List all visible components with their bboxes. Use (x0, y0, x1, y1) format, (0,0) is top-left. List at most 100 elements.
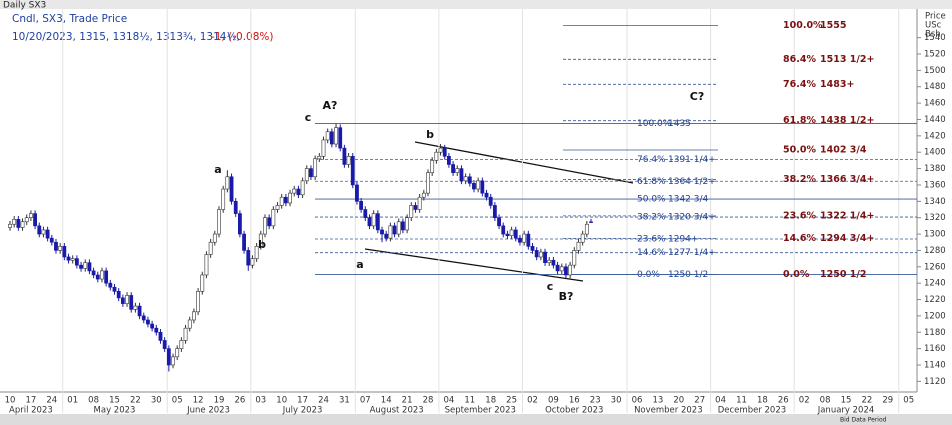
candle-body (54, 241, 58, 251)
x-tick-label: 23 (590, 396, 601, 406)
x-tick-label: 10 (5, 396, 16, 406)
candle-body (49, 237, 54, 243)
fib-price: 1364 1/2+ (668, 177, 716, 187)
candle-body (405, 217, 410, 231)
candle-body (229, 176, 234, 202)
candle-body (120, 297, 125, 304)
x-tick-label: 18 (757, 396, 768, 406)
channel-line (414, 141, 634, 184)
x-tick-label: 19 (214, 396, 225, 406)
candle-body (62, 246, 67, 258)
x-tick-label: 06 (632, 396, 643, 406)
candle-body (267, 217, 272, 227)
fib-price: 1438 1/2+ (820, 115, 874, 126)
candle-body (108, 282, 113, 288)
candle-body (208, 241, 213, 255)
candle-body (24, 217, 29, 223)
y-tick-label: 1140 (924, 360, 946, 370)
candle-body (66, 256, 71, 261)
month-label: October 2023 (545, 406, 603, 416)
candle-body (238, 213, 242, 235)
fib-pct: 0.0% (637, 270, 660, 280)
fib-pct: 50.0% (637, 195, 666, 205)
candle-body (555, 264, 560, 272)
y-tick-label: 1340 (924, 197, 946, 207)
axis-unit: Bsh (925, 30, 941, 40)
candle-body (296, 188, 301, 196)
y-tick-label: 1160 (924, 344, 946, 354)
candle-body (8, 223, 12, 228)
candle-body (225, 176, 230, 190)
channel-line (364, 248, 584, 282)
month-label: May 2023 (94, 406, 136, 416)
y-tick-label: 1320 (924, 213, 946, 223)
fib-pct: 86.4% (783, 54, 816, 65)
candle-body (451, 164, 455, 173)
fib-price: 1342 3/4 (668, 195, 709, 205)
y-tick-label: 1220 (924, 295, 946, 305)
y-tick-label: 1440 (924, 115, 946, 125)
x-tick-label: 02 (799, 396, 810, 406)
candle-body (401, 221, 405, 231)
candle-body (309, 168, 313, 178)
candle-body (526, 233, 531, 247)
candle-body (346, 156, 351, 165)
fib-pct: 76.4% (783, 79, 816, 90)
fib-price: 1391 1/4+ (668, 155, 716, 165)
candle-body (87, 262, 92, 272)
x-tick-label: 05 (903, 396, 914, 406)
candle-body (455, 168, 460, 173)
candle-body (338, 127, 343, 149)
candle-body (463, 176, 468, 182)
x-tick-label: 07 (360, 396, 371, 406)
y-tick-label: 1480 (924, 82, 946, 92)
candle-body (355, 184, 359, 202)
period-label: Bid Data Period (840, 417, 887, 424)
fib-pct: 100.0% (783, 20, 823, 31)
candle-body (263, 217, 267, 235)
fib-pct: 61.8% (783, 115, 816, 126)
candle-body (430, 160, 435, 173)
candle-body (313, 158, 318, 178)
candle-body (137, 305, 142, 317)
candle-body (183, 327, 188, 341)
candle-body (497, 217, 501, 227)
x-tick-label: 01 (67, 396, 78, 406)
candle-body (283, 196, 288, 204)
candle-body (317, 156, 322, 160)
x-tick-label: 03 (255, 396, 266, 406)
candle-body (434, 151, 439, 161)
candle-body (488, 196, 493, 206)
wave-label: b (258, 238, 266, 251)
y-tick-label: 1280 (924, 246, 946, 256)
x-tick-label: 28 (423, 396, 434, 406)
month-label: September 2023 (445, 406, 516, 416)
x-tick-label: 16 (569, 396, 580, 406)
candle-body (467, 176, 472, 184)
candle-body (367, 217, 372, 227)
fib-price: 1366 3/4+ (820, 174, 874, 185)
x-tick-label: 17 (25, 396, 36, 406)
x-tick-label: 20 (673, 396, 684, 406)
x-tick-label: 04 (715, 396, 726, 406)
candle-body (292, 188, 297, 194)
candle-body (91, 270, 96, 276)
candle-body (116, 291, 121, 299)
wave-label: A? (323, 99, 338, 112)
y-tick-label: 1180 (924, 328, 946, 338)
fib-pct: 23.6% (783, 210, 816, 221)
x-tick-label: 10 (276, 396, 287, 406)
fib-pct: 0.0% (783, 269, 810, 280)
panel-title: Daily SX3 (3, 1, 46, 11)
y-tick-label: 1360 (924, 180, 946, 190)
candle-body (146, 319, 150, 325)
x-tick-label: 25 (506, 396, 517, 406)
candle-body (171, 356, 175, 366)
candle-body (388, 225, 393, 239)
fib-price: 1483+ (820, 79, 854, 90)
candle-body (288, 192, 292, 204)
candle-body (28, 213, 33, 218)
x-tick-label: 22 (130, 396, 141, 406)
candle-body (258, 233, 263, 247)
candle-body (271, 209, 276, 227)
